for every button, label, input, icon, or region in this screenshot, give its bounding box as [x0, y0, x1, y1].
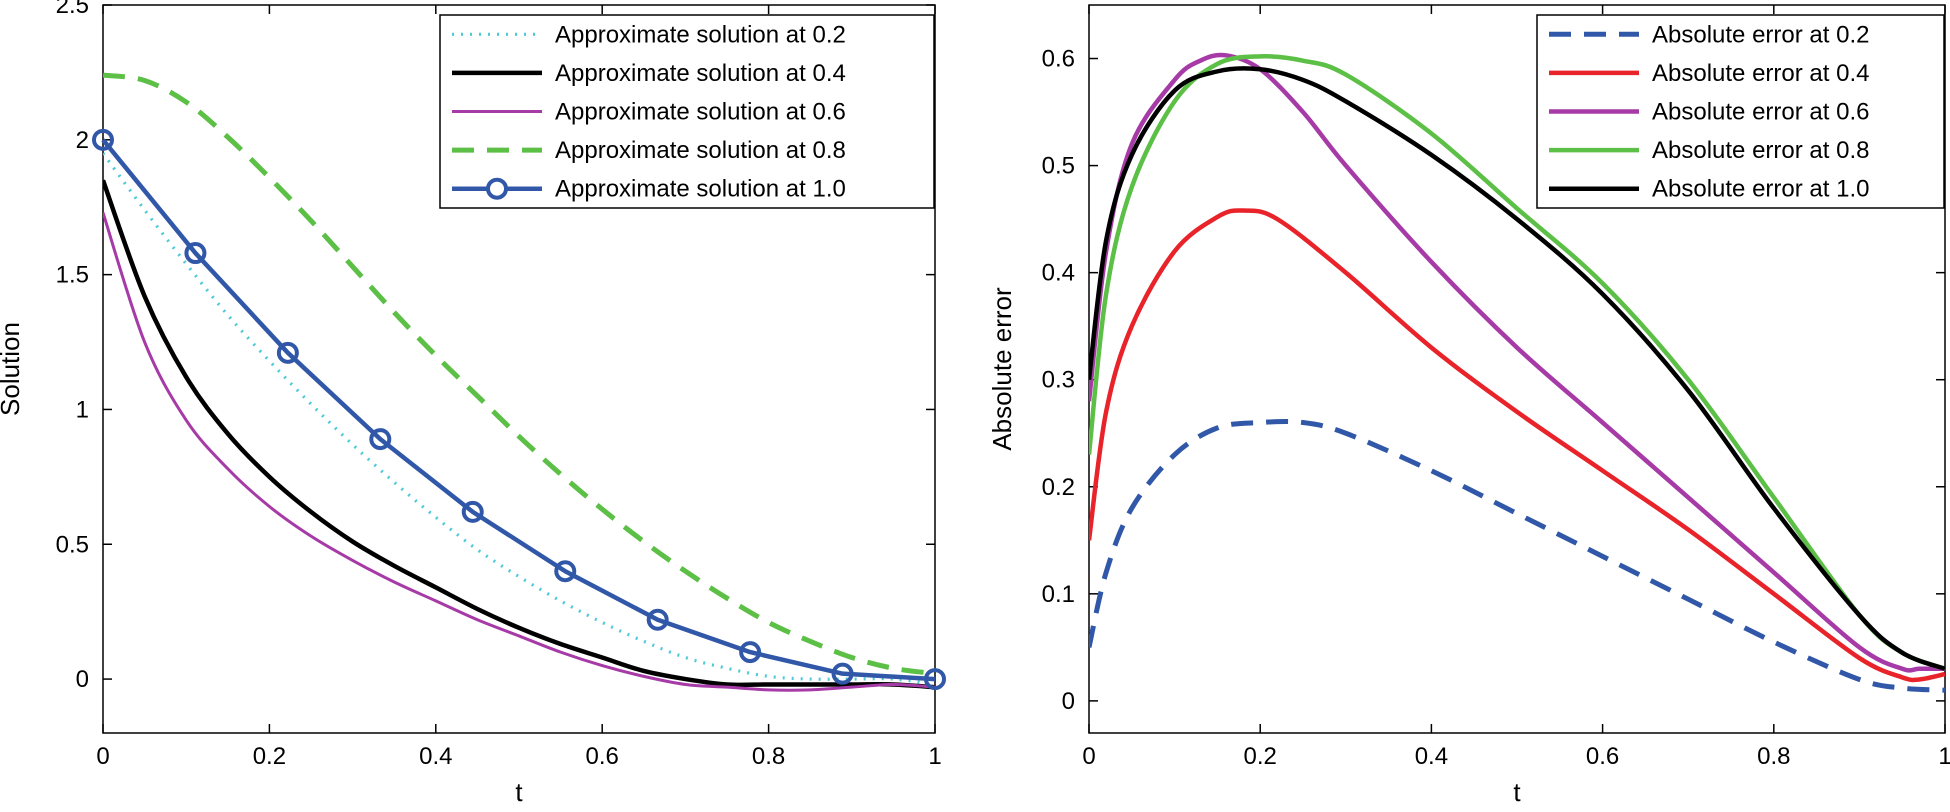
series-line — [103, 72, 935, 677]
series-line — [1089, 208, 1945, 683]
series-line — [1089, 419, 1945, 693]
y-tick-label: 1 — [76, 396, 89, 423]
data-point-marker — [554, 560, 577, 583]
solution-chart: 0 0.2 0.4 0.6 0.8 1 0 0.5 1 1.5 2 2.5 t Solution Appro… — [0, 0, 946, 807]
legend: Approximate solution at 0.2 Approximate s… — [439, 14, 935, 209]
series-line — [103, 179, 935, 690]
y-tick-label: 0.4 — [1042, 260, 1075, 287]
x-tick-label: 0.4 — [419, 743, 452, 770]
series-line — [101, 138, 936, 682]
data-point-marker — [739, 641, 762, 664]
y-tick-label: 0.5 — [1042, 153, 1075, 180]
y-tick-label: 0.5 — [56, 531, 89, 558]
data-point-marker — [924, 668, 946, 691]
y-tick-label: 2 — [76, 127, 89, 154]
data-point-marker — [184, 242, 207, 265]
legend-label: Approximate solution at 0.2 — [555, 21, 846, 48]
absolute-error-chart: 0 0.2 0.4 0.6 0.8 1 0 0.1 0.2 0.3 0.4 0.5 0.6 t Absolu… — [987, 4, 1950, 807]
x-tick-label: 0.8 — [752, 743, 785, 770]
y-tick-label: 0 — [1062, 688, 1075, 715]
x-tick-label: 0.4 — [1415, 743, 1448, 770]
series-line — [1089, 52, 1945, 673]
y-tick-label: 0.3 — [1042, 367, 1075, 394]
series-line — [1089, 54, 1945, 671]
x-axis-label: t — [1513, 777, 1521, 807]
x-tick-label: 0 — [1082, 743, 1095, 770]
legend-label: Approximate solution at 1.0 — [555, 176, 846, 203]
series-line — [1089, 66, 1945, 671]
legend-label: Absolute error at 0.2 — [1652, 21, 1869, 48]
data-point-marker — [92, 128, 114, 151]
data-point-marker — [461, 500, 484, 523]
x-tick-label: 0.8 — [1757, 743, 1790, 770]
x-tick-label: 0.2 — [1244, 743, 1277, 770]
y-tick-label: 1.5 — [56, 262, 89, 289]
data-point-marker — [646, 608, 669, 631]
legend-label: Absolute error at 0.4 — [1652, 60, 1869, 87]
x-tick-label: 1 — [1938, 743, 1950, 770]
legend-label: Approximate solution at 0.8 — [555, 137, 846, 164]
legend: Absolute error at 0.2 Absolute error at 0… — [1536, 14, 1945, 209]
y-axis-label: Solution — [0, 322, 25, 416]
x-tick-label: 0.2 — [253, 743, 286, 770]
legend-label: Absolute error at 1.0 — [1652, 176, 1869, 203]
series-line — [103, 212, 935, 692]
y-tick-label: 2.5 — [56, 0, 89, 19]
data-point-marker — [369, 428, 392, 451]
legend-label: Absolute error at 0.8 — [1652, 137, 1869, 164]
x-tick-label: 0 — [96, 743, 109, 770]
y-tick-label: 0 — [76, 666, 89, 693]
data-point-marker — [831, 662, 854, 685]
data-point-marker — [276, 341, 299, 364]
legend-label: Approximate solution at 0.4 — [555, 60, 846, 87]
legend-label: Approximate solution at 0.6 — [555, 99, 846, 126]
y-tick-label: 0.6 — [1042, 46, 1075, 73]
x-axis-label: t — [515, 777, 523, 807]
x-tick-label: 0.6 — [586, 743, 619, 770]
legend-marker — [486, 177, 508, 200]
legend-label: Absolute error at 0.6 — [1652, 99, 1869, 126]
y-tick-label: 0.2 — [1042, 474, 1075, 501]
y-axis-label: Absolute error — [987, 287, 1017, 451]
y-tick-label: 0.1 — [1042, 581, 1075, 608]
x-tick-label: 1 — [928, 743, 941, 770]
x-tick-label: 0.6 — [1586, 743, 1619, 770]
